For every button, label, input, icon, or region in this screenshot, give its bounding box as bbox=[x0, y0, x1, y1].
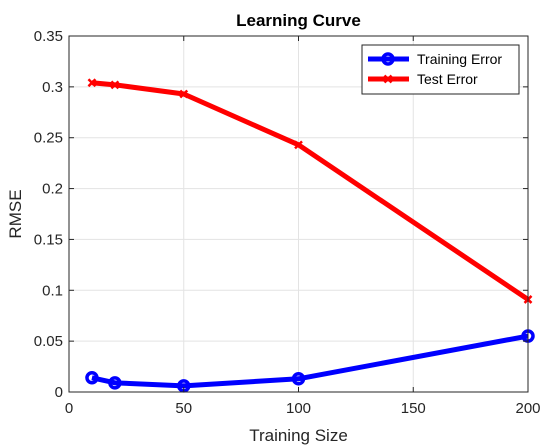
data-point bbox=[291, 372, 306, 386]
x-tick-label: 200 bbox=[515, 400, 540, 417]
y-tick-label: 0.3 bbox=[42, 79, 63, 96]
data-point bbox=[87, 78, 97, 88]
y-tick-label: 0 bbox=[55, 384, 63, 401]
y-tick-label: 0.05 bbox=[34, 333, 63, 350]
x-tick-label: 100 bbox=[286, 400, 311, 417]
x-tick-label: 0 bbox=[65, 400, 73, 417]
data-point bbox=[85, 371, 99, 385]
y-axis-label: RMSE bbox=[6, 189, 25, 238]
series-line bbox=[91, 80, 530, 302]
legend-label: Test Error bbox=[417, 71, 478, 87]
legend-item: Training Error bbox=[368, 51, 502, 67]
series-training-error bbox=[85, 329, 535, 393]
x-tick-label: 150 bbox=[401, 400, 426, 417]
x-axis-label: Training Size bbox=[249, 426, 348, 445]
data-point bbox=[294, 140, 303, 150]
data-point bbox=[108, 376, 122, 390]
x-tick-label: 50 bbox=[175, 400, 192, 417]
series-line bbox=[91, 333, 529, 389]
legend-item: Test Error bbox=[368, 71, 478, 87]
data-point bbox=[110, 80, 120, 90]
y-axis-ticks: 0 0.05 0.1 0.15 0.2 0.25 0.3 0.35 bbox=[34, 28, 528, 401]
data-point bbox=[383, 74, 393, 84]
legend: Training Error Test Error bbox=[361, 44, 520, 95]
legend-label: Training Error bbox=[417, 51, 502, 67]
y-tick-label: 0.25 bbox=[34, 130, 63, 147]
y-tick-label: 0.15 bbox=[34, 231, 63, 248]
series-layer bbox=[85, 78, 535, 393]
data-point bbox=[179, 89, 189, 99]
x-axis-ticks: 0 50 100 150 200 bbox=[65, 36, 541, 417]
y-tick-label: 0.1 bbox=[42, 282, 63, 299]
y-tick-label: 0.35 bbox=[34, 28, 63, 45]
chart-title: Learning Curve bbox=[236, 11, 361, 30]
data-point bbox=[381, 52, 395, 66]
series-test-error bbox=[87, 78, 533, 304]
y-tick-label: 0.2 bbox=[42, 181, 63, 198]
